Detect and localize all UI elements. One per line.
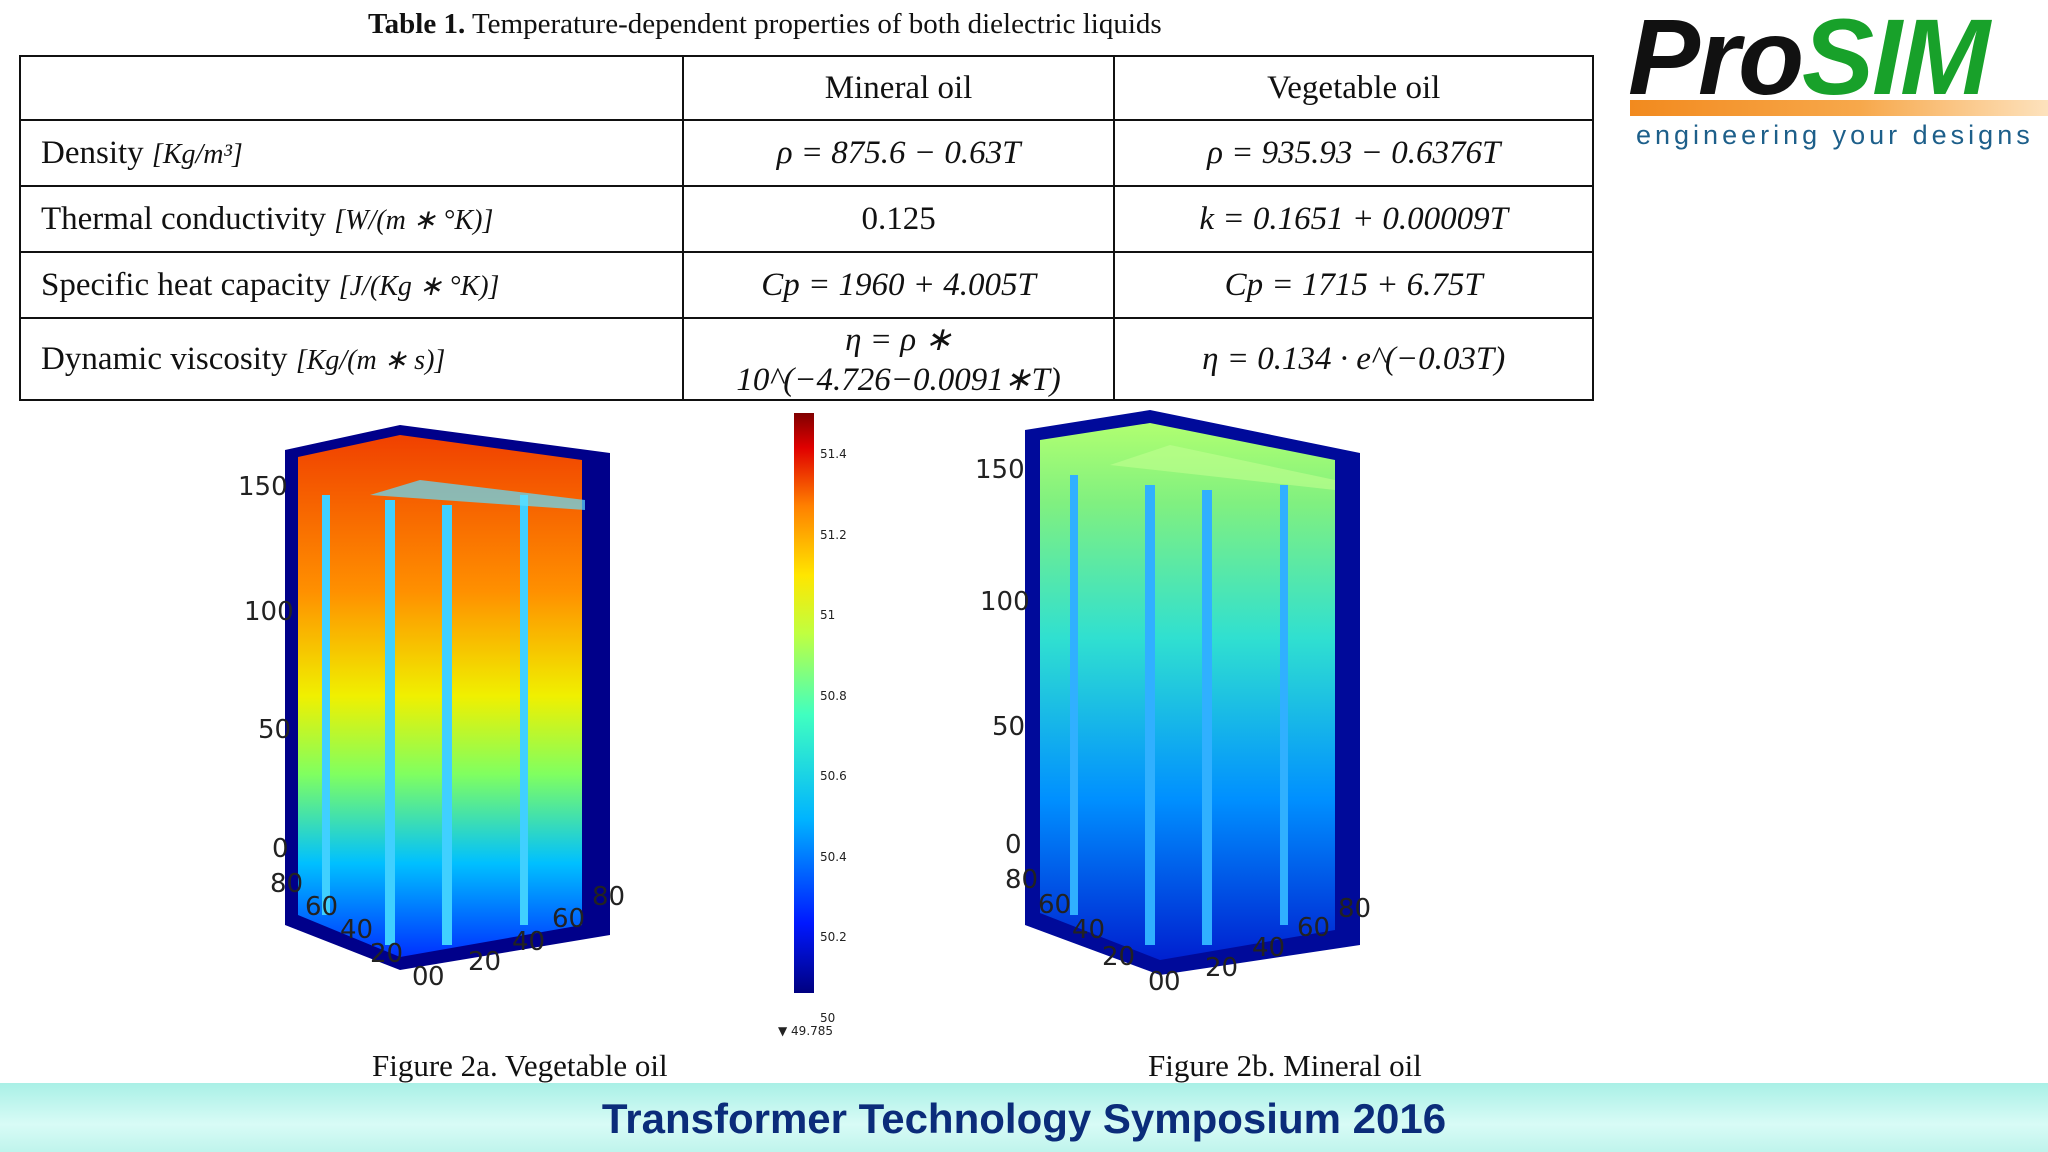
row-unit: [Kg/m³] <box>151 138 243 170</box>
row-label: Dynamic viscosity [Kg/(m ∗ s)] <box>19 317 684 401</box>
y-tick: 0 <box>1164 967 1181 997</box>
row-label: Density [Kg/m³] <box>19 119 684 187</box>
colorbar-label: 50.6 <box>820 769 847 783</box>
z-tick: 100 <box>980 587 1030 617</box>
cooling-duct <box>1145 485 1155 945</box>
y-tick: 60 <box>1297 913 1330 943</box>
colorbar-label: 51 <box>820 608 836 622</box>
colorbar-label: 50.8 <box>820 689 847 703</box>
cooling-duct <box>1070 475 1078 915</box>
table-caption-number: Table 1. <box>368 8 466 40</box>
footer-title: Transformer Technology Symposium 2016 <box>601 1095 1447 1142</box>
table-header-row: Mineral oil Vegetable oil <box>19 55 1594 121</box>
winding-block <box>1040 423 1335 960</box>
table-row: Dynamic viscosity [Kg/(m ∗ s)] η = ρ ∗ 1… <box>19 317 1594 401</box>
colorbar <box>794 413 814 993</box>
figure-2b-caption: Figure 2b. Mineral oil <box>1148 1048 1422 1083</box>
y-tick: 20 <box>468 947 501 977</box>
logo-tagline: engineering your designs <box>1636 120 2034 150</box>
top-ring <box>1110 445 1335 490</box>
logo-sim: SIM <box>1802 0 1990 117</box>
x-tick: 60 <box>1038 890 1071 920</box>
z-tick: 0 <box>272 834 289 864</box>
winding-block <box>298 435 582 957</box>
cooling-duct <box>385 500 395 945</box>
cooling-duct <box>520 495 528 925</box>
colorbar-label: 50 <box>820 1011 836 1025</box>
row-unit: [J/(Kg ∗ °K)] <box>338 270 500 302</box>
cooling-duct <box>1280 485 1288 925</box>
row-label: Thermal conductivity [W/(m ∗ °K)] <box>19 185 684 253</box>
top-ring <box>370 480 585 510</box>
x-tick: 0 <box>412 962 429 992</box>
cooling-duct <box>322 495 330 915</box>
table-caption: Table 1. Temperature-dependent propertie… <box>368 8 1162 41</box>
table-row: Thermal conductivity [W/(m ∗ °K)] 0.125 … <box>19 185 1594 253</box>
row-label-text: Dynamic viscosity <box>41 340 296 377</box>
vegetable-specific-heat: Cp = 1715 + 6.75T <box>1113 251 1594 319</box>
prosim-logo: ProSIM engineering your designs <box>1628 0 2048 160</box>
z-tick: 50 <box>992 712 1025 742</box>
y-tick: 40 <box>1252 933 1285 963</box>
y-tick: 60 <box>552 904 585 934</box>
colorbar-min-label: ▼ 49.785 <box>778 1024 834 1038</box>
x-tick: 60 <box>305 892 338 922</box>
y-tick: 20 <box>1205 953 1238 983</box>
header-mineral-oil: Mineral oil <box>681 55 1116 121</box>
mineral-specific-heat: Cp = 1960 + 4.005T <box>681 251 1116 319</box>
x-tick: 40 <box>1072 915 1105 945</box>
x-tick: 20 <box>1102 942 1135 972</box>
row-unit: [Kg/(m ∗ s)] <box>295 344 446 376</box>
mineral-density: ρ = 875.6 − 0.63T <box>681 119 1116 187</box>
mineral-viscosity: η = ρ ∗ 10^(−4.726−0.0091∗T) <box>681 317 1116 401</box>
row-label-text: Specific heat capacity <box>41 266 339 303</box>
colorbar-label: 50.4 <box>820 850 847 864</box>
figure-2a-caption: Figure 2a. Vegetable oil <box>372 1048 668 1083</box>
header-vegetable-oil: Vegetable oil <box>1113 55 1594 121</box>
table-caption-text: Temperature-dependent properties of both… <box>465 8 1162 40</box>
cooling-duct <box>1202 490 1212 945</box>
z-tick: 150 <box>975 455 1025 485</box>
vegetable-thermal-conductivity: k = 0.1651 + 0.00009T <box>1113 185 1594 253</box>
x-tick: 80 <box>270 869 303 899</box>
row-label-text: Thermal conductivity <box>41 200 335 237</box>
figure-2b-plot: 150 100 50 0 80 60 40 20 0 0 20 40 60 80 <box>975 410 1371 997</box>
row-unit: [W/(m ∗ °K)] <box>334 204 494 236</box>
x-tick: 80 <box>1005 865 1038 895</box>
colorbar-label: 51.2 <box>820 528 847 542</box>
row-label: Specific heat capacity [J/(Kg ∗ °K)] <box>19 251 684 319</box>
y-tick: 0 <box>428 962 445 992</box>
footer-banner: Transformer Technology Symposium 2016 <box>0 1083 2048 1152</box>
colorbar-label: 50.2 <box>820 930 847 944</box>
mineral-thermal-conductivity: 0.125 <box>681 185 1116 253</box>
header-empty <box>19 55 684 121</box>
z-tick: 150 <box>238 472 288 502</box>
z-tick: 0 <box>1005 830 1022 860</box>
properties-table: Mineral oil Vegetable oil Density [Kg/m³… <box>19 55 1594 401</box>
x-tick: 20 <box>370 939 403 969</box>
y-tick: 80 <box>1338 894 1371 924</box>
figure-2a-plot: 150 100 50 0 80 60 40 20 0 0 20 40 60 80 <box>238 425 625 992</box>
y-tick: 40 <box>512 927 545 957</box>
table-row: Specific heat capacity [J/(Kg ∗ °K)] Cp … <box>19 251 1594 319</box>
vegetable-density: ρ = 935.93 − 0.6376T <box>1113 119 1594 187</box>
vegetable-viscosity: η = 0.134 · e^(−0.03T) <box>1113 317 1594 401</box>
logo-orange-bar <box>1630 100 2048 116</box>
logo-wordmark: ProSIM <box>1628 0 1990 119</box>
colorbar-label: 51.4 <box>820 447 847 461</box>
y-tick: 80 <box>592 882 625 912</box>
figure-2a-vegetable-oil: 150 100 50 0 80 60 40 20 0 0 20 40 60 80 <box>230 405 670 1005</box>
cooling-duct <box>442 505 452 945</box>
x-tick: 0 <box>1148 967 1165 997</box>
figure-2b-mineral-oil: 150 100 50 0 80 60 40 20 0 0 20 40 60 80 <box>960 405 1400 1005</box>
z-tick: 100 <box>244 597 294 627</box>
x-tick: 40 <box>340 915 373 945</box>
logo-pro: Pro <box>1628 0 1804 117</box>
row-label-text: Density <box>41 134 152 171</box>
z-tick: 50 <box>258 715 291 745</box>
table-row: Density [Kg/m³] ρ = 875.6 − 0.63T ρ = 93… <box>19 119 1594 187</box>
